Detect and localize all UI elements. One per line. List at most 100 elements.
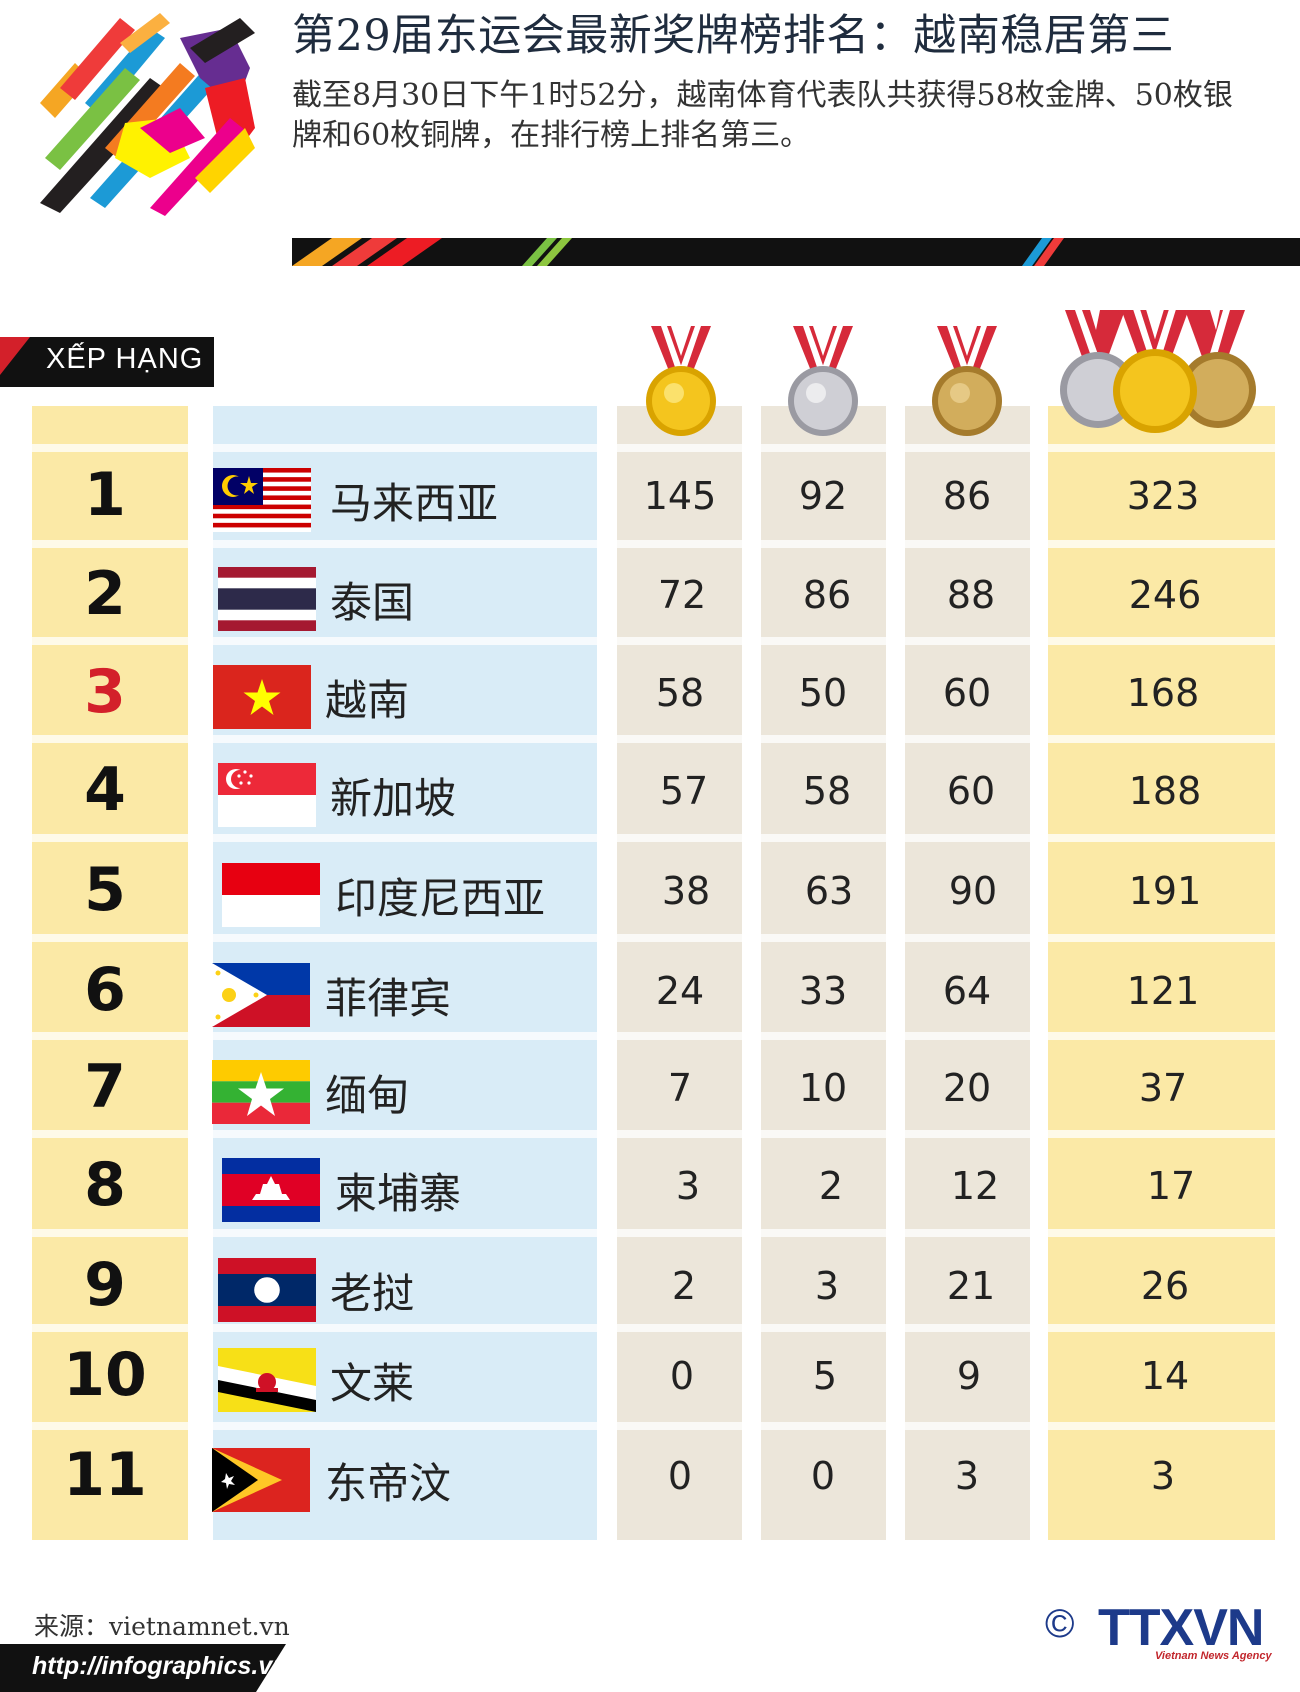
silver-medal-icon [788,326,858,436]
row-separator [32,834,1275,842]
row-separator [32,735,1275,743]
row-separator [32,1130,1275,1138]
rank-number: 10 [63,1340,147,1410]
rank-number: 6 [84,955,126,1025]
rank-number: 5 [84,855,126,925]
country-name: 柬埔寨 [335,1169,462,1218]
row-separator [32,1229,1275,1237]
total-count: 246 [1128,573,1202,617]
country-name: 老挝 [330,1269,415,1318]
total-count: 323 [1126,474,1200,518]
country-name: 泰国 [330,578,415,627]
total-count: 26 [1140,1264,1190,1308]
silver-count: 58 [802,769,852,813]
rank-column [32,406,188,1540]
gold-count: 38 [661,869,711,913]
laos-flag-icon [218,1258,316,1322]
rank-number: 4 [84,755,126,825]
copyright-icon: © [1045,1602,1075,1646]
malaysia-flag-icon [213,468,311,532]
bronze-count: 12 [950,1164,1000,1208]
country-name: 印度尼西亚 [335,874,546,923]
footer-url-text[interactable]: http://infographics.vn [32,1652,288,1680]
singapore-flag-icon [218,763,316,827]
source-text: 来源：vietnamnet.vn [34,1612,290,1641]
row-separator [32,1324,1275,1332]
agency-logo-text: TTXVN [1098,1599,1264,1657]
gold-count: 145 [643,474,717,518]
gold-column [617,406,742,1540]
country-name: 缅甸 [325,1071,410,1120]
bronze-count: 3 [954,1454,980,1498]
bronze-count: 60 [942,671,992,715]
header-stripe [292,238,1300,266]
total-column [1048,406,1275,1540]
row-separator [32,1032,1275,1040]
gold-count: 2 [671,1264,697,1308]
silver-count: 5 [812,1354,838,1398]
rank-number: 9 [84,1250,126,1320]
rank-number: 2 [84,559,126,629]
gold-count: 58 [655,671,705,715]
gold-count: 3 [675,1164,701,1208]
rank-label: XẾP HẠNG [0,337,214,387]
silver-count: 0 [810,1454,836,1498]
footer-url[interactable]: http://infographics.vn [0,1644,288,1692]
bronze-count: 20 [942,1066,992,1110]
thailand-flag-icon [218,567,316,631]
timor-leste-flag-icon [212,1448,310,1512]
silver-count: 10 [798,1066,848,1110]
footer-url-bg [0,1644,286,1692]
indonesia-flag-icon [222,863,320,927]
cambodia-flag-icon [222,1158,320,1222]
rank-number: 3 [84,657,126,727]
rank-label-text: XẾP HẠNG [46,343,204,375]
gold-count: 7 [667,1066,693,1110]
row-separator [32,637,1275,645]
total-count: 191 [1128,869,1202,913]
silver-count: 50 [798,671,848,715]
total-count: 3 [1150,1454,1176,1498]
row-separator [32,444,1275,452]
silver-column [761,406,886,1540]
rank-number: 11 [63,1440,147,1510]
gold-count: 72 [657,573,707,617]
agency-subtitle: Vietnam News Agency [1155,1650,1272,1662]
silver-count: 3 [814,1264,840,1308]
bronze-count: 88 [946,573,996,617]
country-name: 文莱 [330,1359,415,1408]
bronze-count: 21 [946,1264,996,1308]
country-name: 菲律宾 [325,974,452,1023]
silver-count: 2 [818,1164,844,1208]
rank-number: 8 [84,1150,126,1220]
silver-count: 92 [798,474,848,518]
gold-count: 0 [669,1354,695,1398]
philippines-flag-icon [212,963,310,1027]
country-name: 东帝汶 [325,1459,452,1508]
bronze-count: 90 [948,869,998,913]
total-count: 121 [1126,969,1200,1013]
bronze-count: 86 [942,474,992,518]
gold-count: 57 [659,769,709,813]
row-separator [32,934,1275,942]
brunei-flag-icon [218,1348,316,1412]
bronze-medal-icon [932,326,1002,436]
silver-count: 63 [804,869,854,913]
myanmar-flag-icon [212,1060,310,1124]
bronze-count: 64 [942,969,992,1013]
total-medals-icon [1060,310,1256,433]
bronze-count: 60 [946,769,996,813]
bronze-count: 9 [956,1354,982,1398]
gold-count: 0 [667,1454,693,1498]
silver-count: 33 [798,969,848,1013]
country-name: 马来西亚 [330,479,499,528]
rank-number: 7 [84,1052,126,1122]
page-title: 第29届东运会最新奖牌榜排名：越南稳居第三 [292,11,1175,61]
country-name: 越南 [325,676,410,725]
total-count: 188 [1128,769,1202,813]
page-subtitle: 截至8月30日下午1时52分，越南体育代表队共获得58枚金牌、50枚银牌和60枚… [292,78,1233,153]
row-separator [32,1422,1275,1430]
country-name: 新加坡 [330,774,457,823]
total-count: 168 [1126,671,1200,715]
total-count: 14 [1140,1354,1190,1398]
